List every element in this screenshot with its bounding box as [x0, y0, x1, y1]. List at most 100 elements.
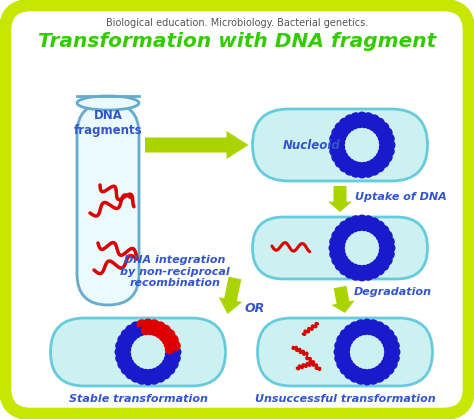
Circle shape [159, 333, 167, 341]
Circle shape [383, 153, 392, 162]
Circle shape [126, 369, 136, 379]
Circle shape [379, 226, 389, 235]
Circle shape [378, 251, 387, 259]
Circle shape [343, 126, 351, 134]
Circle shape [343, 156, 351, 164]
Circle shape [364, 216, 373, 225]
FancyBboxPatch shape [51, 318, 226, 386]
Circle shape [165, 346, 173, 354]
Circle shape [141, 326, 150, 334]
Circle shape [390, 347, 400, 357]
Circle shape [335, 226, 345, 235]
Circle shape [380, 369, 389, 379]
Circle shape [342, 355, 351, 363]
Text: Biological education. Microbiology. Bacterial genetics.: Biological education. Microbiology. Bact… [106, 18, 368, 28]
Circle shape [384, 346, 392, 354]
Circle shape [374, 118, 384, 128]
Text: Stable transformation: Stable transformation [69, 394, 208, 404]
Circle shape [137, 368, 145, 377]
Circle shape [351, 223, 359, 232]
Circle shape [365, 161, 373, 170]
Circle shape [343, 259, 351, 267]
Circle shape [379, 123, 389, 132]
Circle shape [365, 370, 374, 378]
Circle shape [165, 365, 174, 374]
Circle shape [155, 372, 165, 382]
Ellipse shape [77, 96, 139, 110]
Circle shape [341, 346, 349, 354]
Circle shape [346, 159, 355, 168]
Circle shape [350, 372, 360, 382]
Circle shape [339, 153, 348, 160]
Circle shape [346, 225, 355, 234]
Circle shape [364, 168, 373, 177]
Circle shape [369, 122, 378, 131]
Circle shape [376, 256, 384, 264]
Circle shape [339, 256, 348, 264]
Circle shape [374, 228, 382, 237]
Circle shape [345, 128, 379, 163]
Circle shape [384, 134, 394, 144]
Circle shape [159, 363, 167, 371]
Polygon shape [328, 186, 352, 212]
Circle shape [369, 218, 379, 228]
FancyBboxPatch shape [5, 5, 469, 414]
Circle shape [164, 341, 173, 349]
Circle shape [337, 143, 345, 152]
Circle shape [356, 375, 365, 384]
Circle shape [151, 327, 159, 336]
Circle shape [329, 243, 339, 253]
Circle shape [380, 139, 388, 147]
Circle shape [337, 134, 346, 142]
Circle shape [339, 233, 348, 241]
Circle shape [379, 261, 389, 270]
Circle shape [121, 365, 131, 374]
Circle shape [131, 335, 165, 370]
Circle shape [368, 320, 378, 329]
Circle shape [337, 335, 346, 345]
Circle shape [374, 221, 384, 231]
Circle shape [131, 372, 141, 382]
Circle shape [340, 162, 349, 172]
Circle shape [356, 327, 364, 336]
Circle shape [369, 166, 379, 175]
Circle shape [369, 269, 379, 278]
Circle shape [335, 123, 345, 132]
Circle shape [337, 251, 346, 259]
FancyBboxPatch shape [253, 109, 428, 181]
Circle shape [387, 335, 397, 345]
Circle shape [340, 118, 349, 128]
Circle shape [369, 115, 379, 124]
Circle shape [116, 341, 126, 351]
Circle shape [168, 335, 178, 345]
Circle shape [378, 148, 387, 156]
Circle shape [374, 322, 384, 331]
Circle shape [335, 158, 345, 167]
Circle shape [347, 333, 356, 341]
Circle shape [168, 360, 178, 369]
Circle shape [364, 270, 373, 280]
Circle shape [165, 330, 174, 339]
Circle shape [385, 243, 395, 253]
Circle shape [345, 218, 355, 228]
Circle shape [155, 329, 164, 338]
FancyBboxPatch shape [253, 217, 428, 279]
Circle shape [339, 129, 348, 137]
Circle shape [337, 139, 345, 147]
Circle shape [376, 153, 384, 160]
Circle shape [132, 329, 140, 338]
Circle shape [383, 255, 392, 265]
Circle shape [335, 353, 345, 363]
Circle shape [351, 113, 361, 122]
Circle shape [165, 350, 173, 359]
Circle shape [332, 153, 342, 162]
Circle shape [360, 222, 368, 230]
Circle shape [380, 241, 388, 250]
Circle shape [143, 375, 153, 385]
Circle shape [361, 326, 369, 334]
Circle shape [356, 368, 364, 377]
Circle shape [365, 223, 373, 232]
Circle shape [337, 241, 345, 250]
Circle shape [390, 341, 399, 351]
Circle shape [368, 375, 378, 384]
